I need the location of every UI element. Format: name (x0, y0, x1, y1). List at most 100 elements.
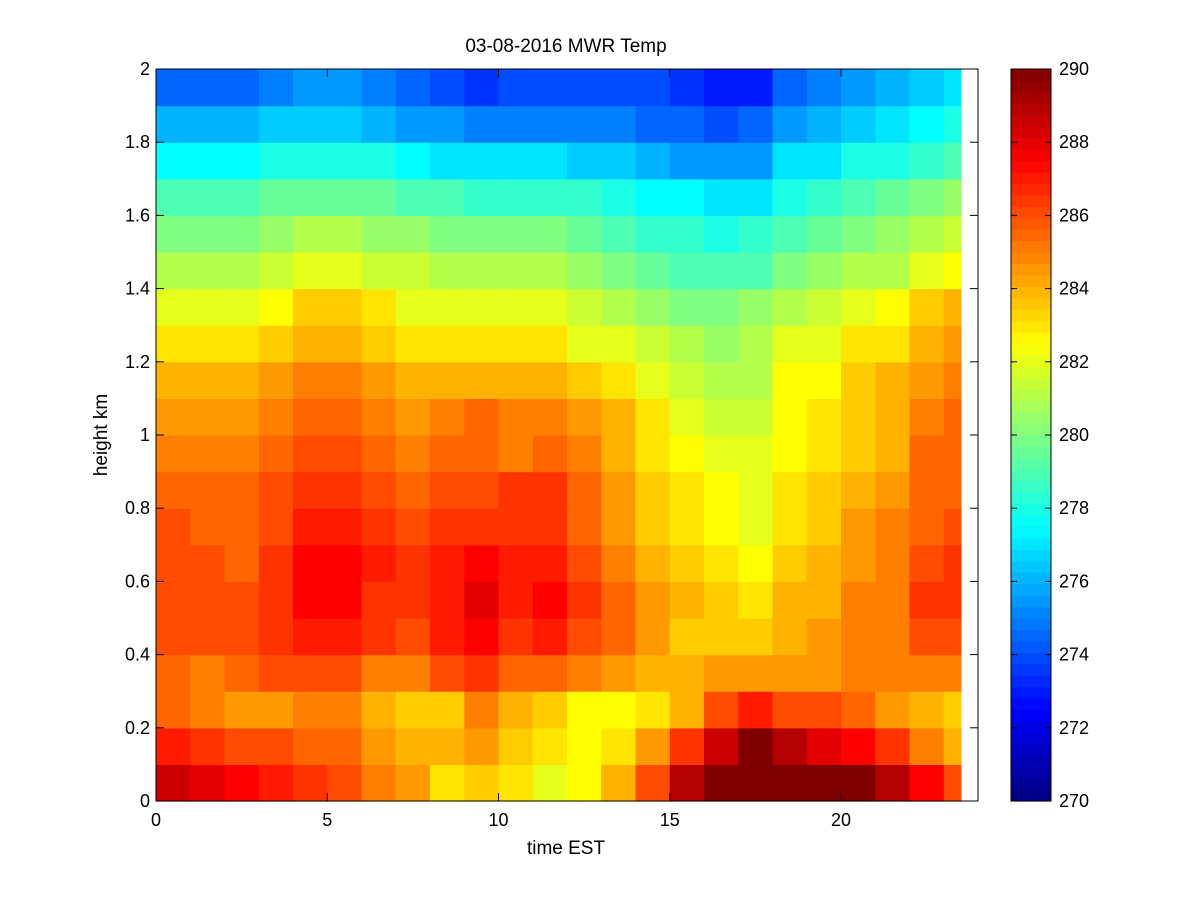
heatmap-cell (635, 471, 671, 509)
heatmap-cell (704, 544, 739, 582)
heatmap-cell (327, 69, 363, 107)
heatmap-cell (156, 252, 191, 290)
colorbar-segment (1011, 469, 1051, 482)
heatmap-cell (669, 508, 705, 546)
heatmap-cell (532, 69, 568, 107)
heatmap-cell (772, 142, 808, 180)
heatmap-cell (601, 508, 637, 546)
heatmap-cell (361, 508, 397, 546)
heatmap-cell (498, 544, 534, 582)
heatmap-cell (224, 252, 260, 290)
heatmap-cell (430, 471, 465, 509)
heatmap-cell (395, 215, 431, 253)
heatmap-cell (258, 325, 294, 363)
heatmap-cell (943, 764, 962, 802)
heatmap-cell (156, 654, 191, 692)
heatmap-cell (293, 618, 328, 656)
heatmap-cell (361, 105, 397, 143)
heatmap-cell (806, 727, 842, 765)
heatmap-cell (943, 435, 962, 473)
heatmap-cell (258, 288, 294, 326)
colorbar-segment (1011, 343, 1051, 356)
heatmap-cell (258, 252, 294, 290)
heatmap-cell (875, 398, 911, 436)
heatmap-cell (841, 581, 876, 619)
heatmap-cell (635, 288, 671, 326)
colorbar-tick-label: 282 (1059, 352, 1089, 372)
heatmap-cell (772, 581, 808, 619)
heatmap-cell (430, 252, 465, 290)
heatmap-cell (635, 435, 671, 473)
heatmap-cell (841, 178, 876, 216)
heatmap-cell (875, 471, 911, 509)
heatmap-cell (567, 471, 602, 509)
colorbar-segment (1011, 606, 1051, 619)
colorbar-segment (1011, 183, 1051, 196)
heatmap-cell (361, 581, 397, 619)
heatmap-cell (738, 764, 774, 802)
y-tick-label: 0.4 (125, 645, 150, 665)
colorbar-tick-label: 278 (1059, 498, 1089, 518)
heatmap-cell (601, 178, 637, 216)
heatmap-cell (293, 142, 328, 180)
heatmap-cell (498, 69, 534, 107)
heatmap-cell (738, 142, 774, 180)
heatmap-cell (875, 544, 911, 582)
heatmap-cell (258, 178, 294, 216)
heatmap-cell (258, 618, 294, 656)
colorbar-segment (1011, 480, 1051, 493)
heatmap-cell (635, 215, 671, 253)
heatmap-cell (156, 398, 191, 436)
heatmap-cell (156, 69, 191, 107)
heatmap-cell (841, 252, 876, 290)
colorbar-segment (1011, 91, 1051, 104)
heatmap-cell (909, 252, 945, 290)
heatmap-cell (841, 508, 876, 546)
heatmap-cell (224, 618, 260, 656)
heatmap-cell (156, 471, 191, 509)
colorbar-segment (1011, 332, 1051, 345)
heatmap-cell (875, 215, 911, 253)
heatmap-cell (669, 581, 705, 619)
y-tick-label: 1.8 (125, 132, 150, 152)
heatmap-cell (464, 471, 500, 509)
heatmap-cell (258, 215, 294, 253)
heatmap-cell (841, 654, 876, 692)
colorbar-segment (1011, 789, 1051, 802)
heatmap-cell (498, 581, 534, 619)
colorbar-segment (1011, 194, 1051, 207)
heatmap-cell (190, 654, 226, 692)
colorbar-segment (1011, 686, 1051, 699)
heatmap-cell (669, 69, 705, 107)
colorbar-segment (1011, 572, 1051, 585)
colorbar-segment (1011, 320, 1051, 333)
heatmap-cell (669, 178, 705, 216)
colorbar-segment (1011, 652, 1051, 665)
heatmap-cell (156, 581, 191, 619)
colorbar-tick-label: 270 (1059, 791, 1089, 811)
heatmap-cell (806, 471, 842, 509)
heatmap-cell (190, 435, 226, 473)
heatmap-cell (293, 178, 328, 216)
heatmap-cell (909, 544, 945, 582)
colorbar-segment (1011, 526, 1051, 539)
colorbar-segment (1011, 446, 1051, 459)
heatmap-cell (601, 215, 637, 253)
heatmap-cell (224, 471, 260, 509)
x-tick-label: 20 (831, 810, 851, 830)
heatmap-cell (875, 727, 911, 765)
heatmap-cell (738, 178, 774, 216)
heatmap-cell (395, 581, 431, 619)
heatmap-cell (361, 471, 397, 509)
heatmap-cell (327, 142, 363, 180)
heatmap-cell (909, 325, 945, 363)
heatmap-cell (738, 398, 774, 436)
heatmap-cell (327, 581, 363, 619)
heatmap-cell (224, 727, 260, 765)
heatmap-cell (601, 288, 637, 326)
heatmap-cell (909, 508, 945, 546)
heatmap-cell (224, 288, 260, 326)
colorbar-tick-label: 280 (1059, 425, 1089, 445)
heatmap-cell (190, 252, 226, 290)
heatmap-cells (156, 69, 962, 802)
